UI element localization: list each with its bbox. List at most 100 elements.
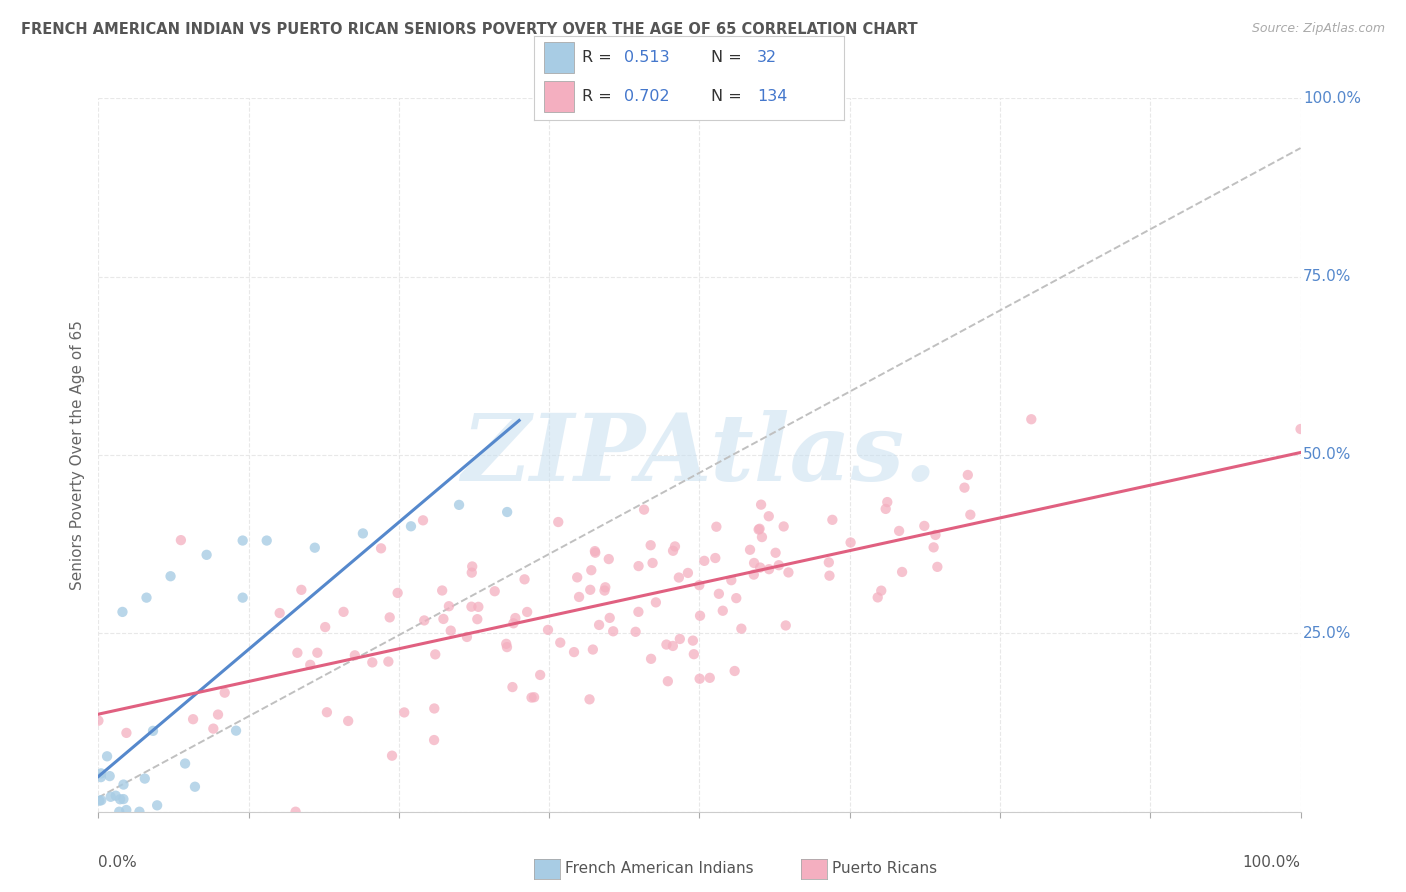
Point <box>725 591 748 606</box>
Point <box>269 606 291 620</box>
Point <box>664 540 686 554</box>
Point <box>135 591 157 605</box>
Point <box>352 526 374 541</box>
Point <box>112 778 135 792</box>
Point <box>423 733 446 747</box>
Point <box>562 645 585 659</box>
Point <box>1019 412 1042 426</box>
Point <box>633 502 655 516</box>
Point <box>689 672 711 686</box>
Text: 32: 32 <box>756 50 778 65</box>
Point <box>583 544 606 558</box>
Point <box>332 605 354 619</box>
Point <box>290 582 312 597</box>
Point <box>778 566 800 580</box>
Point <box>108 792 131 806</box>
Point <box>202 722 225 736</box>
Point <box>927 559 949 574</box>
Point <box>583 546 606 560</box>
Point <box>115 726 138 740</box>
Text: 100.0%: 100.0% <box>1303 91 1361 105</box>
Point <box>711 604 734 618</box>
Point <box>749 560 772 574</box>
Point <box>437 599 460 614</box>
Point <box>87 714 110 728</box>
Point <box>669 632 692 646</box>
Point <box>387 586 409 600</box>
Point <box>738 542 761 557</box>
Point <box>751 530 773 544</box>
Point <box>343 648 366 663</box>
Text: 134: 134 <box>756 89 787 104</box>
Point <box>924 528 946 542</box>
Point <box>775 618 797 632</box>
Point <box>316 705 339 719</box>
Point <box>866 591 889 605</box>
Point <box>817 555 839 569</box>
Point <box>742 556 765 570</box>
Point <box>496 640 519 654</box>
Point <box>142 723 165 738</box>
Point <box>516 605 538 619</box>
Point <box>839 535 862 549</box>
Point <box>90 770 112 784</box>
Point <box>111 605 134 619</box>
Point <box>1289 422 1312 436</box>
Point <box>768 558 790 573</box>
Text: 100.0%: 100.0% <box>1243 855 1301 870</box>
Point <box>440 624 463 638</box>
Point <box>225 723 247 738</box>
Point <box>724 664 747 678</box>
Point <box>460 599 482 614</box>
Point <box>112 792 135 806</box>
Point <box>688 578 710 592</box>
Point <box>89 794 111 808</box>
Point <box>465 612 488 626</box>
Text: French American Indians: French American Indians <box>565 862 754 876</box>
Point <box>742 567 765 582</box>
Point <box>870 583 893 598</box>
Point <box>467 599 489 614</box>
Point <box>765 546 787 560</box>
Point <box>682 633 704 648</box>
Point <box>184 780 207 794</box>
Text: Source: ZipAtlas.com: Source: ZipAtlas.com <box>1251 22 1385 36</box>
Point <box>818 568 841 582</box>
Point <box>413 614 436 628</box>
Point <box>505 611 527 625</box>
Point <box>501 680 523 694</box>
Point <box>956 467 979 482</box>
Point <box>598 552 620 566</box>
Point <box>640 652 662 666</box>
Point <box>748 522 770 536</box>
Point <box>100 789 122 804</box>
Point <box>108 805 131 819</box>
Point <box>337 714 360 728</box>
Point <box>668 570 690 584</box>
Bar <box>544 81 575 112</box>
Point <box>378 610 401 624</box>
Point <box>90 766 112 780</box>
Text: R =: R = <box>582 50 617 65</box>
Point <box>299 657 322 672</box>
Point <box>641 556 664 570</box>
Point <box>134 772 156 786</box>
Point <box>693 554 716 568</box>
Point <box>959 508 981 522</box>
Point <box>370 541 392 556</box>
Text: FRENCH AMERICAN INDIAN VS PUERTO RICAN SENIORS POVERTY OVER THE AGE OF 65 CORREL: FRENCH AMERICAN INDIAN VS PUERTO RICAN S… <box>21 22 918 37</box>
Bar <box>544 43 575 73</box>
Point <box>361 656 384 670</box>
Text: 0.513: 0.513 <box>624 50 669 65</box>
Point <box>704 551 727 566</box>
Point <box>640 538 662 552</box>
Point <box>456 630 478 644</box>
Point <box>128 805 150 819</box>
Point <box>207 707 229 722</box>
Point <box>381 748 404 763</box>
Point <box>662 543 685 558</box>
Point <box>96 749 118 764</box>
Point <box>699 671 721 685</box>
Point <box>758 509 780 524</box>
Point <box>568 590 591 604</box>
